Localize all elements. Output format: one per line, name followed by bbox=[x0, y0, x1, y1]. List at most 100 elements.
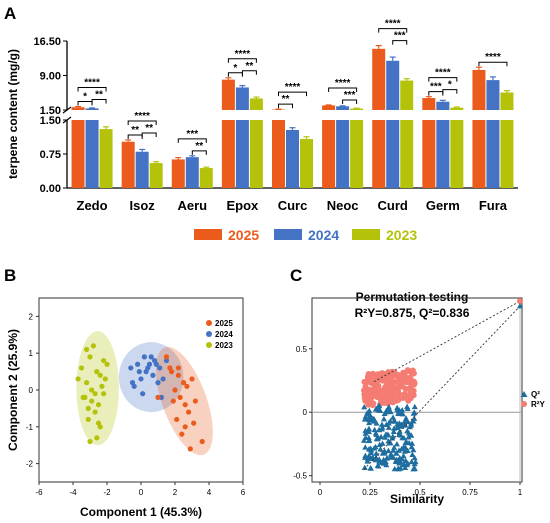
c-q2-point bbox=[408, 458, 415, 465]
b-point-2023 bbox=[101, 391, 107, 397]
c-q2-point bbox=[411, 454, 418, 461]
b-point-2024 bbox=[160, 376, 166, 382]
bar-chart-a: 0.00 0.75 1.501.50 9.00 16.50 terpene content… bbox=[6, 19, 518, 243]
b-xtick-label: 0 bbox=[139, 488, 144, 497]
b-point-2023 bbox=[92, 391, 98, 397]
c-q2-point bbox=[365, 434, 372, 441]
c-q2-point bbox=[361, 437, 368, 443]
a-ytick-label: 9.00 bbox=[40, 71, 61, 83]
c-q2-point bbox=[395, 465, 402, 472]
c-q2-point bbox=[404, 405, 411, 411]
b-point-2023 bbox=[85, 416, 91, 423]
a-sig-bracket bbox=[127, 134, 143, 139]
a-bar-2023 bbox=[500, 92, 514, 110]
a-sig-bracket bbox=[177, 138, 207, 143]
c-xtick-label: 0.25 bbox=[362, 488, 378, 497]
b-point-2024 bbox=[136, 369, 142, 375]
c-q2-point bbox=[403, 439, 410, 445]
a-bar-2023 bbox=[199, 168, 213, 188]
b-point-2023 bbox=[94, 369, 100, 375]
c-r2y-point bbox=[365, 397, 372, 404]
a-bar-2024 bbox=[85, 108, 99, 110]
a-sig-label: **** bbox=[285, 82, 301, 93]
b-point-2023 bbox=[102, 376, 108, 382]
c-q2-point bbox=[373, 431, 380, 438]
b-point-2025 bbox=[179, 431, 185, 437]
c-q2-point bbox=[390, 447, 397, 453]
a-sig-label: * bbox=[83, 92, 87, 103]
b-point-2024 bbox=[155, 380, 161, 386]
a-ytick-label: 1.50 bbox=[40, 105, 61, 117]
b-point-2023 bbox=[80, 394, 86, 400]
c-q2-point bbox=[379, 440, 386, 446]
a-sig-label: **** bbox=[485, 52, 501, 63]
a-bar-2024 bbox=[436, 101, 450, 110]
b-point-2025 bbox=[192, 398, 198, 404]
a-xtick-label: Fura bbox=[479, 198, 508, 213]
a-sig-label: ** bbox=[131, 125, 139, 136]
c-q2-point bbox=[368, 449, 375, 456]
b-xtick-label: -4 bbox=[69, 488, 77, 497]
c-q2-point bbox=[396, 447, 403, 453]
b-point-2023 bbox=[89, 398, 95, 404]
c-q2-point bbox=[410, 410, 417, 416]
c-q2-point bbox=[366, 419, 373, 426]
b-point-2024 bbox=[157, 365, 163, 371]
c-r2y-point bbox=[396, 377, 403, 384]
c-q2-point bbox=[393, 457, 400, 463]
a-legend-swatch-2024 bbox=[274, 229, 302, 240]
a-sig-label: ** bbox=[145, 123, 153, 134]
c-q2-point bbox=[390, 414, 397, 420]
a-bar-2024 bbox=[235, 120, 249, 188]
a-sig-bracket bbox=[141, 132, 157, 137]
c-q2-point bbox=[367, 465, 374, 471]
panel-c-title: Permutation testing bbox=[356, 290, 469, 304]
c-r2y-point bbox=[384, 384, 391, 391]
c-q2-point bbox=[373, 456, 380, 463]
a-bar-2025 bbox=[71, 120, 85, 188]
c-q2-point bbox=[410, 418, 417, 424]
a-bar-2023 bbox=[350, 108, 364, 110]
c-q2-point bbox=[385, 403, 392, 410]
c-q2-point bbox=[380, 415, 387, 422]
b-point-2025 bbox=[187, 446, 193, 452]
a-xtick-label: Germ bbox=[426, 198, 460, 213]
c-q2-point bbox=[382, 431, 389, 438]
c-r2y-original-point bbox=[517, 298, 523, 305]
a-sig-bracket bbox=[227, 58, 257, 63]
c-xtick-label: 0.75 bbox=[462, 488, 478, 497]
c-q2-point bbox=[383, 421, 390, 428]
a-sig-label: **** bbox=[235, 49, 251, 60]
c-legend-marker-r2y bbox=[521, 401, 527, 407]
a-bar-2025 bbox=[121, 141, 135, 188]
c-q2-point bbox=[380, 449, 387, 456]
b-ytick-label: 0 bbox=[29, 386, 34, 395]
a-legend-swatch-2023 bbox=[352, 229, 380, 240]
b-point-2025 bbox=[199, 438, 205, 445]
b-legend-marker-2023 bbox=[206, 342, 212, 348]
a-sig-label: ** bbox=[195, 141, 203, 152]
a-bar-2024 bbox=[336, 120, 350, 188]
a-sig-bracket bbox=[127, 120, 157, 125]
panel-b-letter: B bbox=[4, 266, 16, 285]
c-q2-point bbox=[365, 445, 372, 452]
c-q2-point bbox=[400, 443, 407, 450]
a-bar-2023 bbox=[249, 98, 263, 110]
a-sig-bracket bbox=[77, 87, 107, 92]
c-q2-point bbox=[396, 428, 403, 434]
b-legend-label-2024: 2024 bbox=[215, 330, 233, 339]
a-sig-bracket bbox=[278, 103, 293, 109]
b-xtick-label: -2 bbox=[103, 488, 111, 497]
c-r2y-point bbox=[378, 390, 385, 397]
a-sig-bracket bbox=[428, 77, 458, 82]
c-q2-point bbox=[385, 420, 392, 426]
c-r2y-point bbox=[367, 373, 374, 380]
b-xtick-label: 2 bbox=[173, 488, 178, 497]
c-q2-point bbox=[383, 461, 390, 468]
a-bar-2024 bbox=[436, 120, 450, 188]
c-r2y-point bbox=[401, 377, 408, 384]
c-ytick-label: 0 bbox=[303, 408, 308, 417]
a-sig-label: ** bbox=[282, 94, 290, 105]
b-point-2025 bbox=[174, 416, 180, 423]
